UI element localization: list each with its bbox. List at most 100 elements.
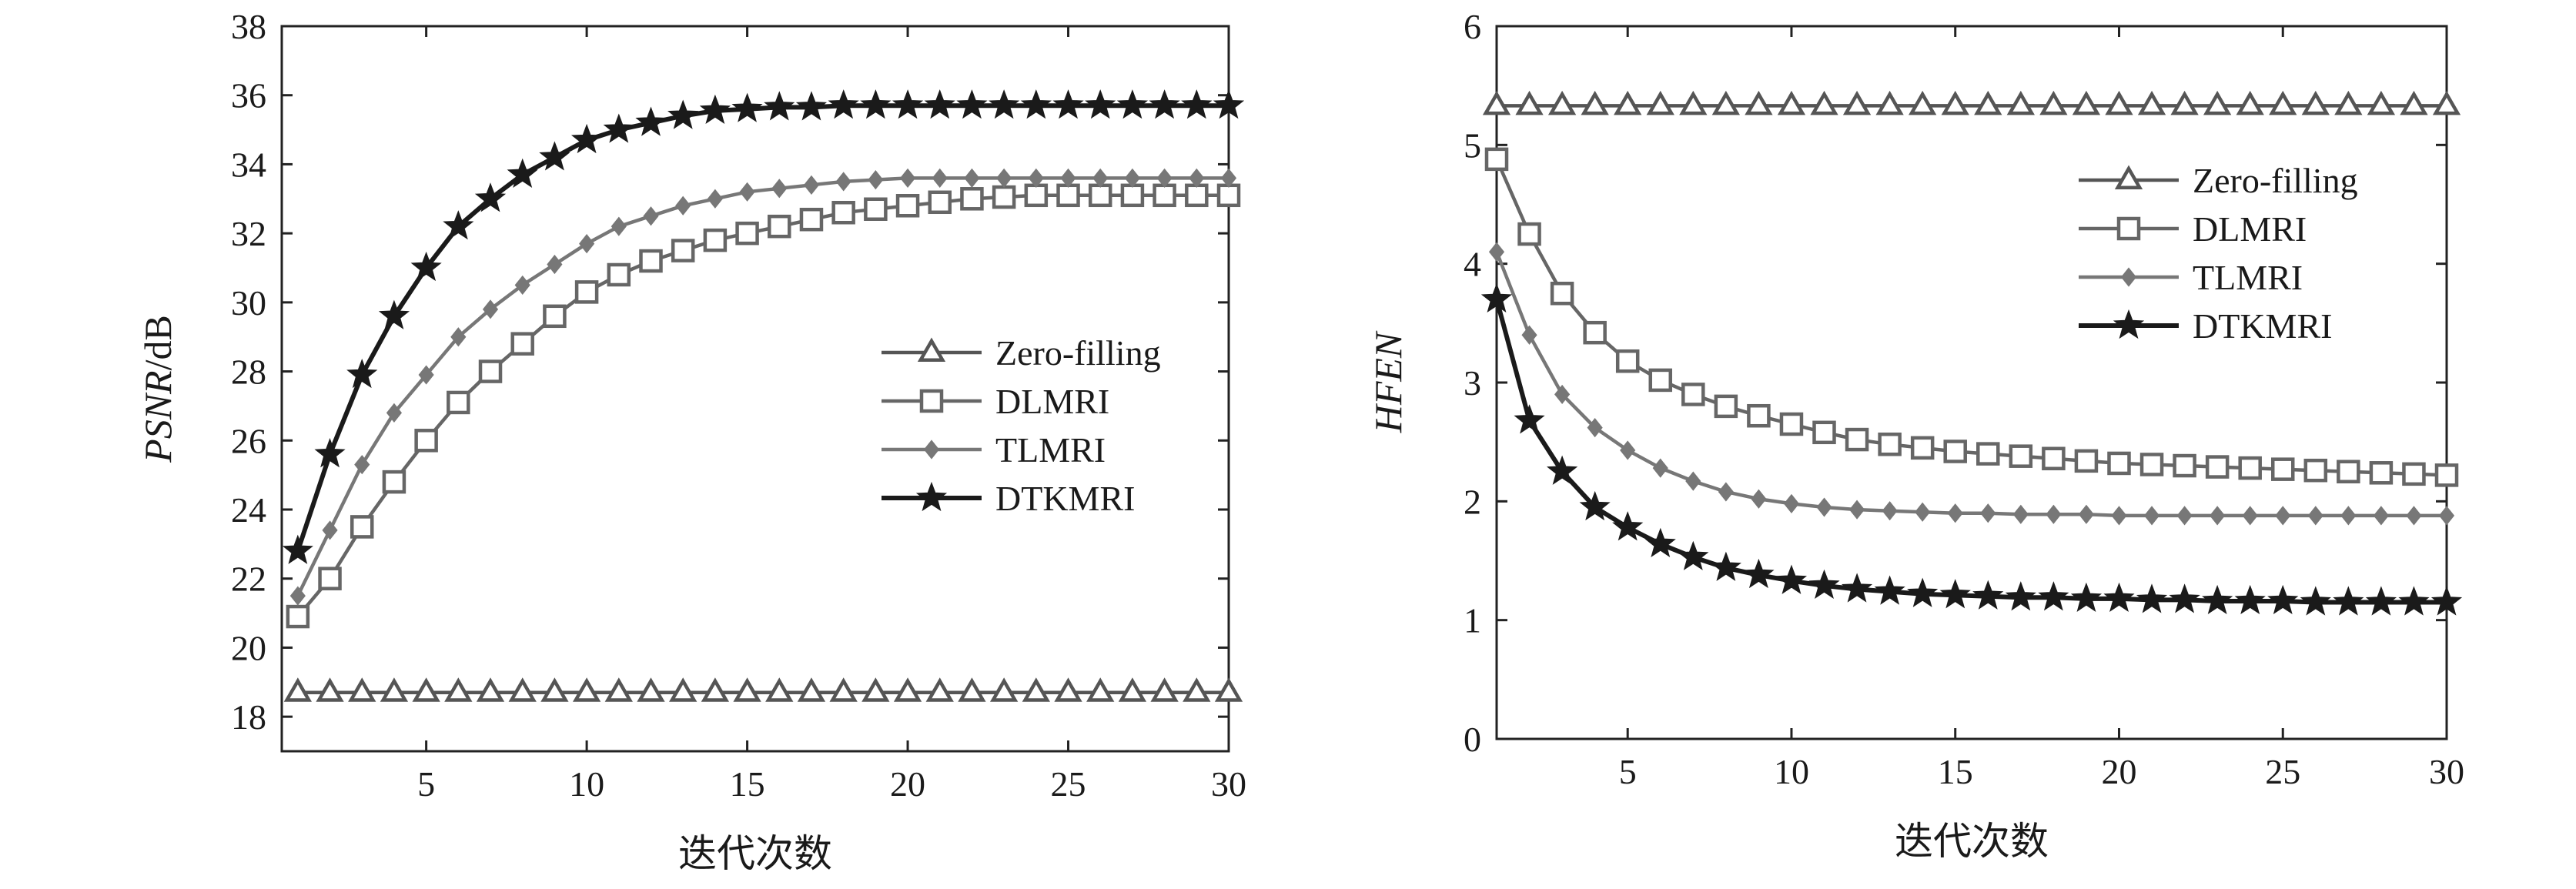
hfen-point-dtkmri: [1907, 577, 1939, 607]
psnr-point-zero-filling: [829, 677, 858, 702]
psnr-point-tlmri: [450, 327, 467, 347]
hfen-xtick-label: 15: [1938, 752, 1973, 791]
psnr-point-zero-filling: [540, 677, 569, 702]
hfen-point-dlmri: [1779, 412, 1804, 436]
hfen-point-dtkmri: [1841, 573, 1873, 603]
hfen-point-zero-filling: [2203, 90, 2232, 115]
psnr-point-tlmri: [482, 299, 499, 319]
hfen-point-tlmri: [1783, 493, 1800, 514]
psnr-point-dlmri: [639, 249, 663, 273]
psnr-point-zero-filling: [861, 677, 890, 702]
psnr-ytick-label: 20: [231, 628, 266, 667]
hfen-point-dtkmri: [2103, 582, 2135, 613]
hfen-point-zero-filling: [1745, 90, 1773, 115]
psnr-series-dtkmri: [282, 89, 1245, 564]
psnr-point-dtkmri: [410, 251, 442, 282]
psnr-point-dlmri: [574, 280, 599, 304]
psnr-ytick-label: 24: [231, 490, 266, 530]
psnr-point-dtkmri: [603, 113, 634, 143]
psnr-point-dtkmri: [570, 123, 603, 154]
psnr-point-dlmri: [671, 239, 695, 262]
hfen-point-tlmri: [2373, 506, 2389, 526]
psnr-legend-label-dlmri: DLMRI: [995, 382, 1109, 421]
psnr-y-axis-title: PSNR/dB: [136, 315, 179, 463]
psnr-point-dlmri: [960, 187, 984, 211]
hfen-ytick-label: 0: [1464, 720, 1481, 759]
psnr-point-dtkmri: [282, 534, 313, 564]
hfen-point-dtkmri: [2169, 583, 2200, 613]
hfen-point-tlmri: [1882, 501, 1898, 521]
hfen-point-dlmri: [1648, 368, 1673, 393]
hfen-point-tlmri: [1980, 503, 1996, 523]
hfen-point-dtkmri: [2038, 581, 2069, 611]
hfen-point-dtkmri: [2430, 586, 2463, 616]
psnr-y-axis-title-unit: /dB: [136, 315, 179, 370]
psnr-ytick-label: 30: [231, 283, 266, 323]
hfen-ytick-label: 4: [1464, 245, 1481, 284]
psnr-point-tlmri: [386, 403, 403, 423]
hfen-point-tlmri: [1587, 418, 1603, 438]
hfen-point-tlmri: [1488, 242, 1505, 262]
psnr-point-zero-filling: [797, 677, 826, 702]
psnr-point-dtkmri: [1020, 89, 1052, 119]
hfen-legend-label-dlmri: DLMRI: [2193, 209, 2307, 249]
psnr-point-dtkmri: [1213, 89, 1245, 119]
hfen-point-tlmri: [2078, 504, 2095, 524]
psnr-point-tlmri: [418, 365, 434, 385]
psnr-point-tlmri: [1092, 168, 1109, 188]
hfen-point-tlmri: [2438, 506, 2455, 526]
psnr-point-dlmri: [1088, 183, 1112, 208]
psnr-point-tlmri: [611, 216, 627, 236]
psnr-point-dtkmri: [314, 438, 346, 468]
psnr-xtick-label: 10: [569, 764, 604, 804]
hfen-point-dtkmri: [1514, 404, 1545, 434]
hfen-point-dlmri: [1681, 383, 1705, 406]
hfen-panel: 0 1 2 3 4 5 6 5 10 15 20 25 30 迭代次数 HFEN Zero-filling DL…: [1367, 7, 2464, 863]
hfen-point-tlmri: [1751, 489, 1767, 509]
hfen-point-zero-filling: [2432, 90, 2461, 115]
hfen-point-dlmri: [1845, 427, 1869, 452]
hfen-ytick-label: 2: [1464, 482, 1481, 521]
psnr-point-dtkmri: [1085, 89, 1116, 119]
hfen-legend-marker-zero-filling: [2114, 165, 2143, 189]
hfen-point-zero-filling: [1711, 90, 1741, 115]
psnr-point-zero-filling: [733, 677, 761, 702]
hfen-point-zero-filling: [1875, 90, 1904, 115]
psnr-point-tlmri: [1220, 168, 1237, 188]
hfen-ytick-label: 5: [1464, 125, 1481, 165]
hfen-xtick-label: 30: [2429, 752, 2464, 791]
psnr-xtick-label: 30: [1211, 764, 1246, 804]
psnr-point-zero-filling: [1150, 677, 1179, 702]
hfen-point-dtkmri: [1808, 569, 1840, 600]
hfen-point-dtkmri: [2300, 586, 2331, 616]
psnr-point-dtkmri: [731, 92, 763, 122]
hfen-point-dlmri: [2107, 451, 2131, 476]
psnr-point-dtkmri: [1052, 89, 1084, 119]
psnr-point-tlmri: [1028, 168, 1044, 188]
psnr-ytick-label: 28: [231, 353, 266, 392]
psnr-ytick-label: 26: [231, 421, 266, 460]
psnr-point-dlmri: [607, 262, 631, 287]
psnr-series-zero-filling: [283, 677, 1243, 702]
psnr-point-zero-filling: [1022, 677, 1050, 702]
psnr-point-dlmri: [1120, 183, 1145, 208]
psnr-point-dtkmri: [924, 89, 955, 119]
psnr-point-dtkmri: [1149, 89, 1180, 119]
psnr-legend-marker-dtkmri: [915, 481, 948, 512]
hfen-point-tlmri: [2143, 506, 2160, 526]
hfen-point-zero-filling: [2170, 90, 2199, 115]
hfen-point-zero-filling: [2105, 90, 2133, 115]
hfen-point-tlmri: [1848, 500, 1865, 520]
psnr-xtick-label: 20: [890, 764, 925, 804]
psnr-point-tlmri: [289, 586, 306, 606]
psnr-x-axis-title: 迭代次数: [678, 832, 832, 875]
hfen-ytick-label: 3: [1464, 363, 1481, 403]
psnr-point-tlmri: [932, 168, 948, 188]
hfen-point-dtkmri: [2398, 586, 2430, 616]
psnr-point-tlmri: [322, 520, 338, 540]
hfen-point-dlmri: [2303, 458, 2328, 483]
hfen-point-zero-filling: [1777, 90, 1806, 115]
hfen-legend-label-tlmri: TLMRI: [2193, 258, 2303, 297]
hfen-point-dtkmri: [1972, 580, 2004, 610]
hfen-point-zero-filling: [1679, 90, 1708, 115]
